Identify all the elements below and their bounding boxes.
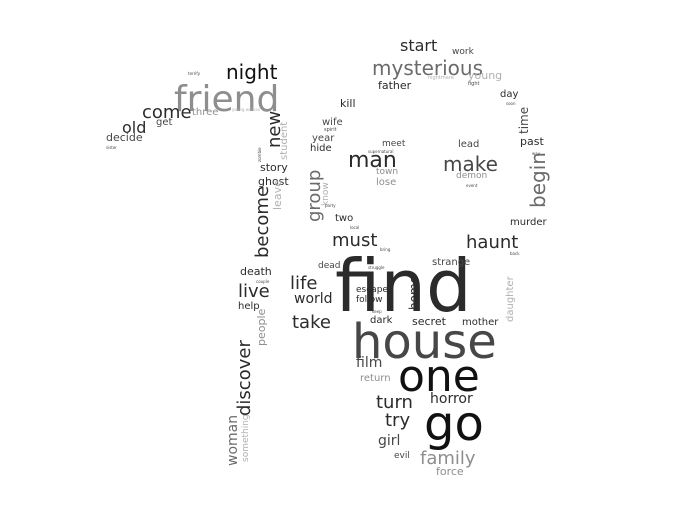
word-student: student <box>279 121 290 160</box>
word-become: become <box>252 185 273 258</box>
word-three: three <box>192 107 219 118</box>
word-year: year <box>312 133 335 144</box>
word-ghost: ghost <box>258 175 289 188</box>
word-discover: discover <box>234 340 255 416</box>
word-wife: wife <box>322 117 343 128</box>
word-story: story <box>260 161 288 174</box>
word-mysterious: mysterious <box>372 56 483 80</box>
word-zombie: zombie <box>257 147 262 162</box>
word-film: film <box>356 355 383 371</box>
word-way: way <box>532 151 541 156</box>
word-force: force <box>436 465 464 478</box>
word-evil: evil <box>394 451 410 461</box>
word-horror: horror <box>430 391 473 407</box>
word-life: life <box>290 273 318 294</box>
word-must: must <box>332 230 378 251</box>
word-return: return <box>360 373 391 384</box>
word-event: event <box>466 183 478 188</box>
word-girl: girl <box>378 433 401 449</box>
word-meet: meet <box>382 139 406 149</box>
word-hide: hide <box>310 143 332 154</box>
word-friend: friend <box>174 79 280 120</box>
word-make: make <box>443 152 498 176</box>
word-back: back <box>510 251 520 256</box>
word-lead: lead <box>458 139 480 150</box>
word-dark: dark <box>370 315 393 326</box>
word-night: night <box>226 60 278 84</box>
word-kill: kill <box>340 97 356 110</box>
word-turn: turn <box>376 392 413 413</box>
word-man: man <box>348 148 397 173</box>
word-come: come <box>142 102 192 123</box>
word-work: work <box>452 47 474 57</box>
word-lose: lose <box>376 177 397 188</box>
word-death: death <box>240 265 272 278</box>
word-family: family <box>420 448 476 469</box>
word-soon: soon <box>506 101 516 106</box>
word-spirit: spirit <box>324 127 337 133</box>
word-go: go <box>424 396 484 452</box>
word-woman: woman <box>225 414 241 466</box>
word-time: time <box>517 106 531 134</box>
word-keep: keep <box>372 309 382 314</box>
word-young: young <box>468 69 503 82</box>
word-begin: begin <box>526 152 550 208</box>
word-help: help <box>238 301 260 312</box>
word-supernatural: supernatural <box>368 149 394 154</box>
word-demon: demon <box>456 171 488 181</box>
word-find: find <box>335 244 472 328</box>
word-people: people <box>255 308 268 346</box>
word-world: world <box>294 291 333 307</box>
word-strange: strange <box>432 257 471 268</box>
word-past: past <box>520 135 544 148</box>
word-couple: couple <box>256 279 270 284</box>
word-dead: dead <box>318 261 341 271</box>
word-something: something <box>241 414 251 462</box>
word-mother: mother <box>462 317 499 328</box>
word-young-woman: young woman <box>232 107 261 112</box>
word-struggle: struggle <box>368 265 385 270</box>
word-escape: escape <box>356 285 388 295</box>
word-try: try <box>385 410 411 431</box>
word-secret: secret <box>412 315 446 328</box>
word-bring: bring <box>380 247 391 252</box>
word-home: home <box>407 275 421 310</box>
word-local: local <box>350 225 360 230</box>
word-one: one <box>398 351 480 402</box>
word-two: two <box>335 213 354 224</box>
word-sister: sister <box>106 145 117 150</box>
word-daughter: daughter <box>505 276 516 322</box>
word-take: take <box>292 312 331 333</box>
word-leave: leave <box>271 180 284 210</box>
word-house: house <box>352 314 497 370</box>
word-terrify: terrify <box>188 71 201 76</box>
word-get: get <box>156 117 173 128</box>
word-day: day <box>500 89 519 100</box>
word-haunt: haunt <box>466 232 519 253</box>
word-decide: decide <box>106 131 143 144</box>
word-party: party <box>325 203 336 208</box>
word-live: live <box>238 281 270 302</box>
word-follow: follow <box>356 295 383 305</box>
word-father: father <box>378 79 412 92</box>
word-old: old <box>122 118 147 137</box>
word-fight: fight <box>468 81 480 87</box>
word-murder: murder <box>510 217 547 228</box>
word-nightmare: nightmare <box>428 75 454 81</box>
word-town: town <box>376 167 399 177</box>
word-start: start <box>400 36 438 55</box>
